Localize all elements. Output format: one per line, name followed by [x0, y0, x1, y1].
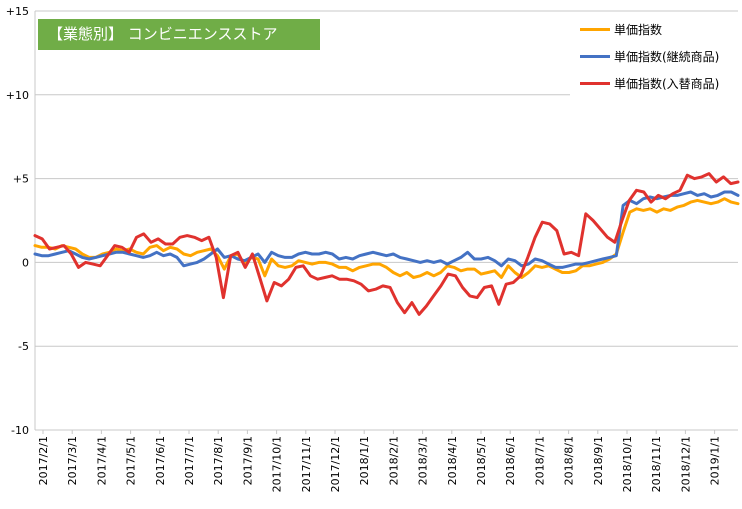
x-tick-label: 2018/11/1 — [650, 436, 663, 492]
x-tick-label: 2017/9/1 — [241, 436, 254, 485]
legend-swatch — [580, 27, 610, 31]
legend-item-continuing-products: 単価指数(継続商品) — [580, 47, 719, 65]
gridlines — [35, 10, 738, 431]
series-line-2 — [33, 172, 740, 316]
series-lines — [33, 172, 740, 316]
legend-label: 単価指数 — [614, 22, 663, 37]
series-line-0 — [33, 197, 740, 279]
legend-swatch — [580, 81, 610, 85]
y-tick-label: +15 — [6, 5, 29, 18]
x-tick-label: 2018/10/1 — [621, 436, 634, 492]
x-tick-label: 2017/2/1 — [37, 436, 50, 485]
x-tick-label: 2018/7/1 — [533, 436, 546, 485]
x-tick-label: 2017/11/1 — [300, 436, 313, 492]
x-tick-label: 2018/8/1 — [563, 436, 576, 485]
x-tick-label: 2017/8/1 — [212, 436, 225, 485]
x-tick-label: 2017/10/1 — [271, 436, 284, 492]
x-tick-label: 2017/3/1 — [66, 436, 79, 485]
legend-item-replaced-products: 単価指数(入替商品) — [580, 74, 719, 92]
legend-label: 単価指数(継続商品) — [614, 49, 720, 64]
legend: 単価指数 単価指数(継続商品) 単価指数(入替商品) — [570, 14, 740, 98]
y-tick-label: -10 — [11, 424, 29, 437]
x-tick-label: 2017/5/1 — [125, 436, 138, 485]
y-axis: +15 +10 +5 0 -5 -10 — [6, 5, 36, 437]
x-tick-label: 2018/4/1 — [446, 436, 459, 485]
y-tick-label: +5 — [13, 173, 29, 186]
x-tick-label: 2018/5/1 — [475, 436, 488, 485]
chart-title-badge: 【業態別】 コンビニエンスストア — [38, 19, 320, 50]
series-line-1 — [33, 190, 740, 269]
y-tick-label: -5 — [18, 340, 29, 353]
legend-swatch — [580, 54, 610, 58]
x-tick-label: 2017/7/1 — [183, 436, 196, 485]
legend-item-unit-price: 単価指数 — [580, 20, 662, 38]
x-tick-label: 2017/6/1 — [154, 436, 167, 485]
x-tick-label: 2018/9/1 — [592, 436, 605, 485]
y-tick-label: 0 — [22, 256, 29, 269]
x-tick-label: 2018/3/1 — [417, 436, 430, 485]
x-axis: 2017/2/1 2017/3/1 2017/4/1 2017/5/1 2017/6/1… — [37, 430, 722, 492]
legend-label: 単価指数(入替商品) — [614, 76, 720, 91]
x-tick-label: 2018/2/1 — [387, 436, 400, 485]
x-tick-label: 2017/12/1 — [329, 436, 342, 492]
x-tick-label: 2018/12/1 — [679, 436, 692, 492]
x-tick-label: 2019/1/1 — [709, 436, 722, 485]
x-tick-label: 2017/4/1 — [95, 436, 108, 485]
x-tick-label: 2018/1/1 — [358, 436, 371, 485]
y-tick-label: +10 — [6, 89, 29, 102]
x-tick-label: 2018/6/1 — [504, 436, 517, 485]
